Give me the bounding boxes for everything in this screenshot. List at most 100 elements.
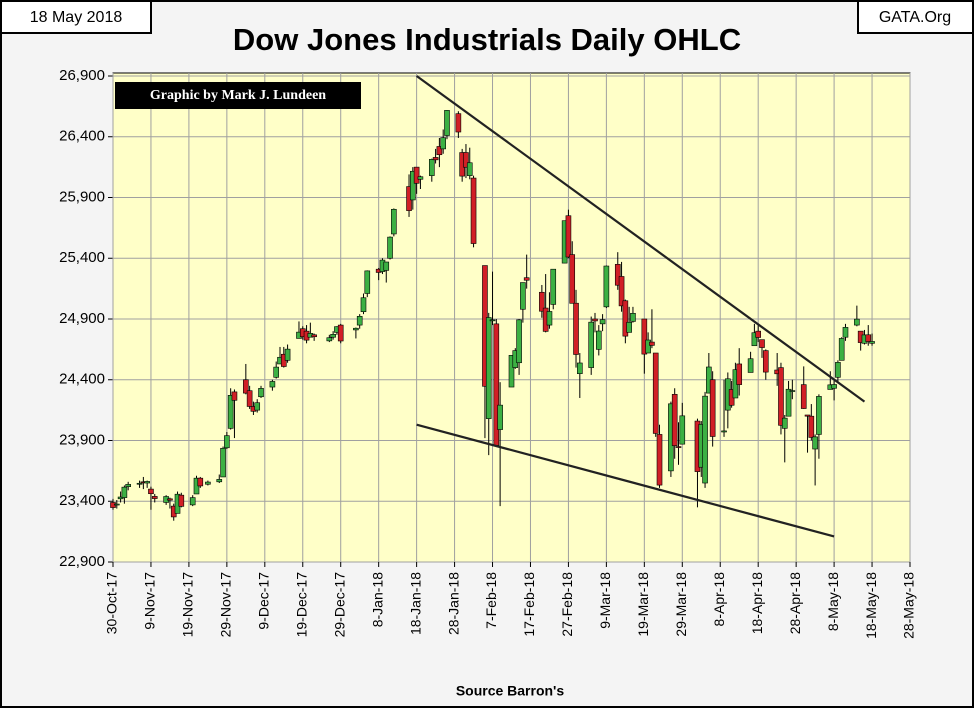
candle-body <box>865 334 872 342</box>
candle-body <box>831 384 837 389</box>
x-tick-label: 9-Nov-17 <box>142 572 158 630</box>
candle-body <box>854 318 860 326</box>
candle-body <box>550 268 557 305</box>
x-tick-label: 27-Feb-18 <box>559 572 575 637</box>
candle-body <box>520 282 526 310</box>
x-tick-label: 17-Feb-18 <box>521 572 537 637</box>
candle-body <box>508 355 515 388</box>
candle-body <box>231 391 238 401</box>
candle-body <box>755 330 761 338</box>
x-tick-label: 30-Oct-17 <box>104 572 120 634</box>
candle-body <box>569 254 576 304</box>
candle-body <box>614 264 621 286</box>
candle-body <box>189 497 196 506</box>
trend-line <box>416 423 835 538</box>
date-box <box>0 0 152 34</box>
candle-body <box>113 503 120 506</box>
candle-body <box>243 379 249 394</box>
candle-body <box>383 261 390 271</box>
candle-body <box>148 488 154 495</box>
candle-body <box>337 324 344 342</box>
candle-body <box>622 300 629 337</box>
candle-body <box>751 332 758 347</box>
x-tick-label: 7-Feb-18 <box>483 572 499 629</box>
source-label: GATA.Org <box>879 9 951 26</box>
candle-body <box>781 417 788 429</box>
candle-body <box>413 166 420 184</box>
candle-body <box>410 170 416 201</box>
candle-body <box>227 395 234 429</box>
candle-body <box>216 479 223 483</box>
candle-body <box>546 311 553 326</box>
candle-body <box>224 435 230 449</box>
candle-body <box>117 496 124 500</box>
x-tick-label: 19-Nov-17 <box>180 572 196 638</box>
candle-body <box>679 415 686 445</box>
candle-body <box>573 302 579 355</box>
candle-body <box>136 482 143 485</box>
x-tick-label: 28-Jan-18 <box>445 572 461 635</box>
source-box <box>857 0 974 34</box>
candle-body <box>804 414 811 417</box>
candle-body <box>565 215 572 258</box>
candle-body <box>391 208 397 235</box>
credit-badge <box>115 82 361 109</box>
x-tick-label: 8-May-18 <box>825 572 841 631</box>
candle-body <box>428 159 435 176</box>
y-tick-label: 26,400 <box>59 128 105 145</box>
candle-body <box>220 447 226 478</box>
candle-body <box>592 318 598 322</box>
candle-body <box>618 276 625 307</box>
y-tick-label: 23,400 <box>59 492 105 509</box>
candle-body <box>656 434 663 486</box>
candle-body <box>721 430 727 433</box>
x-tick-label: 8-Apr-18 <box>711 572 727 627</box>
candle-body <box>785 388 792 417</box>
candle-body <box>326 337 333 342</box>
candle-body <box>789 390 796 392</box>
candle-body <box>436 146 443 156</box>
candle-body <box>432 157 439 161</box>
x-axis-label: Source Barron's <box>456 683 565 699</box>
x-tick-label: 29-Nov-17 <box>218 572 234 638</box>
candle-body <box>417 176 424 180</box>
x-tick-label: 9-Dec-17 <box>256 572 272 630</box>
candle-body <box>269 381 276 388</box>
candle-body <box>641 318 648 355</box>
candle-body <box>470 177 477 244</box>
candle-body <box>652 352 659 434</box>
candle-body <box>311 334 317 338</box>
candle-body <box>842 327 849 338</box>
candle-body <box>489 319 496 322</box>
candle-body <box>455 113 462 133</box>
candle-body <box>353 327 359 331</box>
candle-body <box>121 486 128 498</box>
candle-body <box>246 390 253 407</box>
x-tick-label: 9-Mar-18 <box>597 572 613 629</box>
candle-body <box>577 362 583 374</box>
y-tick-label: 22,900 <box>59 553 105 570</box>
y-tick-label: 23,900 <box>59 431 105 448</box>
x-tick-label: 19-Dec-17 <box>293 572 309 638</box>
candle-body <box>254 402 261 411</box>
candle-body <box>838 338 845 361</box>
trend-line <box>415 75 866 403</box>
candle-body <box>747 358 754 373</box>
candle-body <box>197 477 204 487</box>
candle-body <box>516 319 522 364</box>
candle-body <box>800 384 807 409</box>
y-tick-label: 26,900 <box>59 67 105 84</box>
candle-body <box>626 321 632 333</box>
candle-body <box>151 496 158 499</box>
candle-body <box>675 446 682 448</box>
candle-body <box>364 270 371 294</box>
x-tick-label: 18-Jan-18 <box>407 572 423 635</box>
candle-body <box>649 341 655 346</box>
y-tick-label: 24,400 <box>59 371 105 388</box>
y-tick-label: 25,900 <box>59 188 105 205</box>
candle-body <box>440 137 446 150</box>
candle-body <box>812 436 818 450</box>
candle-body <box>178 494 185 507</box>
candle-body <box>284 348 291 361</box>
candle-body <box>485 317 492 419</box>
